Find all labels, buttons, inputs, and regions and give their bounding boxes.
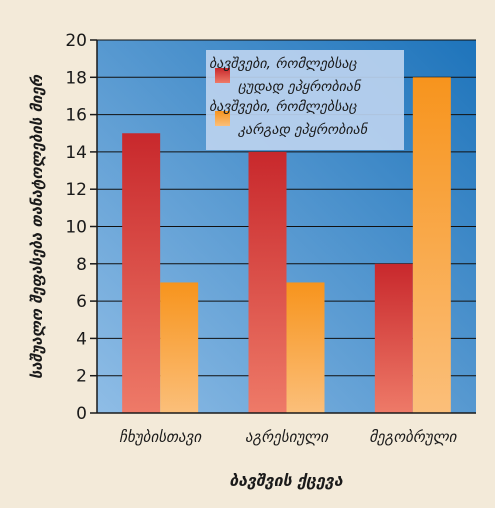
y-tick-label: 18 [65,68,87,88]
y-tick-label: 12 [65,180,87,200]
bar-series-2-3 [412,77,451,414]
y-tick-label: 14 [65,143,87,163]
legend-label-series-1-line-1: ბავშვები, რომლებსაც [209,55,358,72]
bar-series-1-1 [122,133,161,413]
y-tick-label: 4 [76,329,87,349]
y-tick-label: 8 [76,255,87,275]
legend-box [206,50,404,150]
y-tick-label: 6 [76,292,87,312]
y-tick-label: 16 [65,106,87,126]
legend-swatch-series-1 [215,68,230,83]
x-tick-labels: ჩხუბისთავი აგრესიული მეგობრული [119,428,458,446]
x-tick-label: აგრესიული [245,428,329,446]
y-tick-label: 0 [76,404,87,424]
y-tick-label: 20 [65,31,87,51]
bar-series-2-2 [286,282,325,413]
axes [90,39,476,414]
y-axis-label: საშუალო შეფასება თანატოლების მიერ [28,73,46,379]
x-tick-label: მეგობრული [369,428,457,446]
y-tick-labels: 0 2 4 6 8 10 12 14 16 18 20 [65,31,87,424]
legend-label-series-1-line-2: ცუდად ეპყრობიან [237,78,362,95]
x-axis-label: ბავშვის ქცევა [229,471,343,490]
x-tick-label: ჩხუბისთავი [119,428,202,446]
bar-series-1-3 [374,263,413,413]
y-tick-label: 2 [76,367,87,387]
legend-label-series-2-line-1: ბავშვები, რომლებსაც [209,98,358,115]
legend-swatch-series-2 [215,111,230,126]
bar-series-1-2 [248,151,287,413]
y-tick-label: 10 [65,218,87,238]
bar-series-2-1 [160,282,199,413]
legend: ბავშვები, რომლებსაც ცუდად ეპყრობიან ბავშ… [206,50,404,150]
bars [122,77,451,414]
legend-label-series-2-line-2: კარგად ეპყრობიან [237,121,369,138]
